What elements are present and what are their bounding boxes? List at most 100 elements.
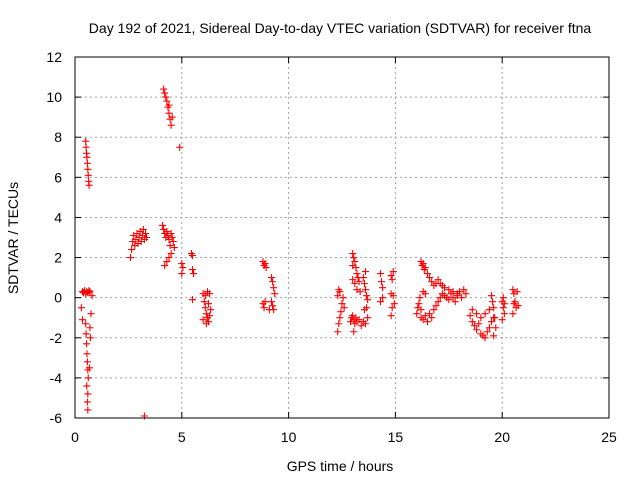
data-point	[353, 270, 361, 278]
data-point	[509, 286, 517, 294]
data-point	[355, 278, 363, 286]
data-point	[167, 250, 175, 258]
data-point	[159, 221, 167, 229]
data-point	[361, 286, 369, 294]
x-tick-label: 10	[281, 429, 297, 445]
data-point	[468, 318, 476, 326]
data-point	[363, 292, 371, 300]
data-point	[441, 284, 449, 292]
data-point	[357, 322, 365, 330]
y-tick-label: 10	[46, 89, 62, 105]
data-point	[206, 290, 214, 298]
data-point	[356, 288, 364, 296]
data-point	[207, 306, 215, 314]
data-point	[260, 304, 268, 312]
data-point	[166, 242, 174, 250]
data-point	[488, 318, 496, 326]
y-axis-label: SDTVAR / TECUs	[5, 182, 21, 294]
grid-lines	[75, 57, 609, 418]
data-point	[188, 252, 196, 260]
y-tick-label: -6	[50, 410, 63, 426]
data-point	[455, 288, 463, 296]
data-point	[421, 290, 429, 298]
data-point	[473, 310, 481, 318]
data-point	[170, 244, 178, 252]
data-point	[337, 308, 345, 316]
data-point	[82, 143, 90, 151]
data-point	[85, 287, 93, 295]
data-point	[268, 274, 276, 282]
data-point	[168, 113, 176, 121]
data-point	[376, 298, 384, 306]
data-point	[416, 294, 424, 302]
data-point	[83, 398, 91, 406]
data-point	[200, 298, 208, 306]
data-point	[388, 276, 396, 284]
data-point	[86, 288, 94, 296]
data-point	[485, 306, 493, 314]
data-point	[490, 332, 498, 340]
data-point	[419, 316, 427, 324]
data-point	[163, 227, 171, 235]
data-point	[262, 264, 270, 272]
data-point	[83, 350, 91, 358]
y-tick-label: 0	[54, 290, 62, 306]
data-point	[83, 153, 91, 161]
data-point	[447, 290, 455, 298]
data-point	[339, 294, 347, 302]
data-point	[165, 109, 173, 117]
data-point	[500, 300, 508, 308]
data-point	[84, 406, 92, 414]
data-point	[161, 89, 169, 97]
data-point	[460, 286, 468, 294]
data-point	[336, 288, 344, 296]
data-point	[492, 324, 500, 332]
data-point	[509, 310, 517, 318]
data-point	[449, 294, 457, 302]
data-point	[84, 165, 92, 173]
data-point	[434, 298, 442, 306]
x-tick-label: 15	[388, 429, 404, 445]
data-point	[270, 284, 278, 292]
data-point	[127, 254, 135, 262]
data-point	[498, 316, 506, 324]
data-point	[364, 296, 372, 304]
data-point	[430, 306, 438, 314]
data-point	[163, 258, 171, 266]
data-point	[178, 260, 186, 268]
data-point	[415, 300, 423, 308]
data-point	[360, 306, 368, 314]
data-point	[139, 225, 147, 233]
data-point	[359, 274, 367, 282]
data-point	[83, 382, 91, 390]
data-point	[188, 266, 196, 274]
data-point	[350, 254, 358, 262]
data-point	[165, 254, 173, 262]
data-point	[334, 292, 342, 300]
data-point	[413, 310, 421, 318]
data-point	[462, 290, 470, 298]
data-point	[378, 278, 386, 286]
data-point	[379, 284, 387, 292]
data-point	[485, 324, 493, 332]
data-point	[436, 294, 444, 302]
data-point	[351, 258, 359, 266]
data-point	[205, 300, 212, 308]
data-point	[419, 260, 427, 268]
data-point	[364, 314, 372, 322]
data-point	[269, 278, 277, 286]
x-tick-label: 25	[601, 429, 617, 445]
data-point	[387, 312, 395, 320]
data-point	[355, 316, 363, 324]
data-point	[387, 272, 395, 280]
data-point	[165, 101, 173, 109]
data-point	[77, 304, 85, 312]
data-point	[499, 294, 507, 302]
data-point	[453, 292, 461, 300]
data-point	[199, 316, 207, 324]
data-point	[85, 181, 93, 189]
data-point	[481, 310, 489, 318]
y-tick-label: -2	[50, 330, 63, 346]
y-tick-label: 2	[54, 250, 62, 266]
